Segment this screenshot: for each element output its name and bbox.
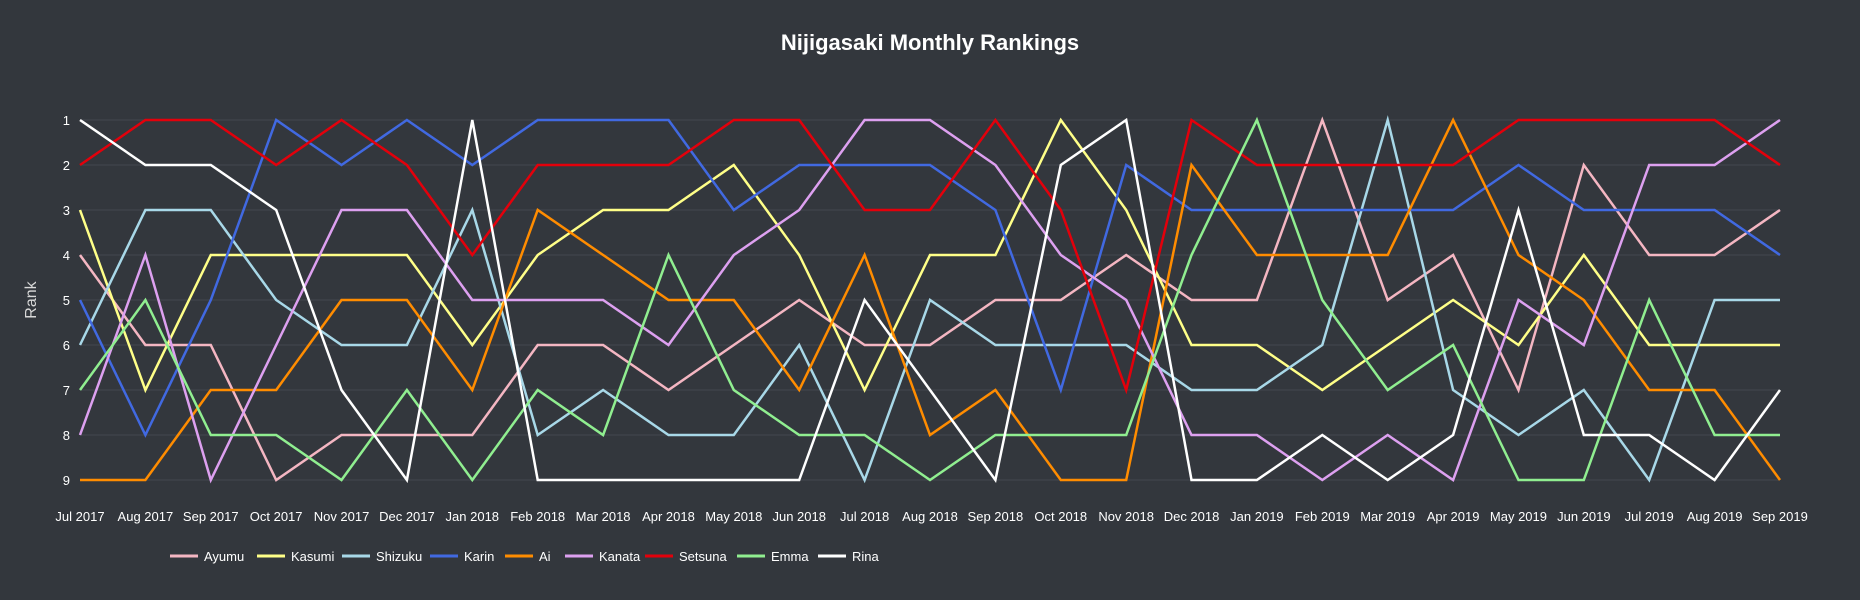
y-tick-label: 8 xyxy=(63,428,70,443)
series-line-kasumi xyxy=(78,117,1780,394)
x-tick-label: Apr 2019 xyxy=(1427,509,1480,524)
series-line-karin xyxy=(78,118,1781,438)
x-tick-label: Oct 2017 xyxy=(250,509,303,524)
chart-title: Nijigasaki Monthly Rankings xyxy=(781,30,1079,55)
x-tick-label: Jan 2019 xyxy=(1230,509,1284,524)
x-tick-label: Dec 2017 xyxy=(379,509,435,524)
series-lines xyxy=(78,115,1782,484)
y-tick-label: 5 xyxy=(63,293,70,308)
y-tick-label: 2 xyxy=(63,158,70,173)
series-line-ai xyxy=(80,117,1782,482)
x-tick-label: Aug 2019 xyxy=(1687,509,1743,524)
x-tick-label: Sep 2018 xyxy=(968,509,1024,524)
x-tick-label: Sep 2017 xyxy=(183,509,239,524)
x-tick-label: Sep 2019 xyxy=(1752,509,1808,524)
series-line-kanata xyxy=(78,118,1781,484)
x-tick-label: Jan 2018 xyxy=(446,509,500,524)
legend-item-kanata[interactable]: Kanata xyxy=(565,549,641,564)
legend-label: Ai xyxy=(539,549,551,564)
y-tick-label: 3 xyxy=(63,203,70,218)
x-tick-label: Jul 2017 xyxy=(55,509,104,524)
x-tick-label: May 2019 xyxy=(1490,509,1547,524)
x-tick-label: Jul 2019 xyxy=(1625,509,1674,524)
legend-label: Shizuku xyxy=(376,549,422,564)
y-tick-label: 1 xyxy=(63,113,70,128)
y-axis-label: Rank xyxy=(23,280,40,318)
legend-label: Setsuna xyxy=(679,549,727,564)
x-tick-label: Mar 2019 xyxy=(1360,509,1415,524)
legend-label: Kanata xyxy=(599,549,641,564)
y-axis-ticks: 1 2 3 4 5 6 7 8 9 xyxy=(63,113,70,488)
x-tick-label: Nov 2018 xyxy=(1098,509,1154,524)
x-tick-label: Aug 2017 xyxy=(118,509,174,524)
x-tick-label: Mar 2018 xyxy=(576,509,631,524)
legend-item-emma[interactable]: Emma xyxy=(737,549,809,564)
series-line-rina xyxy=(79,117,1782,484)
legend-label: Karin xyxy=(464,549,494,564)
legend-item-karin[interactable]: Karin xyxy=(430,549,494,564)
legend-item-rina[interactable]: Rina xyxy=(818,549,880,564)
legend-label: Rina xyxy=(852,549,880,564)
x-tick-label: Jun 2018 xyxy=(772,509,826,524)
series-line-shizuku xyxy=(78,115,1780,484)
x-tick-label: Nov 2017 xyxy=(314,509,370,524)
x-tick-label: Jul 2018 xyxy=(840,509,889,524)
y-tick-label: 4 xyxy=(63,248,70,263)
legend-item-ayumu[interactable]: Ayumu xyxy=(170,549,244,564)
y-tick-label: 9 xyxy=(63,473,70,488)
legend-label: Emma xyxy=(771,549,809,564)
series-line-ayumu xyxy=(78,116,1781,482)
x-tick-label: Aug 2018 xyxy=(902,509,958,524)
series-line-setsuna xyxy=(79,117,1781,395)
x-tick-label: Feb 2019 xyxy=(1295,509,1350,524)
legend-item-kasumi[interactable]: Kasumi xyxy=(257,549,334,564)
x-axis-ticks: Jul 2017 Aug 2017 Sep 2017 Oct 2017 Nov 2017… xyxy=(55,509,1807,524)
legend[interactable]: Ayumu Kasumi Shizuku Karin Ai Kanata Setsuna Em… xyxy=(170,549,880,564)
legend-label: Ayumu xyxy=(204,549,244,564)
x-tick-label: Apr 2018 xyxy=(642,509,695,524)
x-tick-label: Oct 2018 xyxy=(1034,509,1087,524)
legend-item-ai[interactable]: Ai xyxy=(505,549,551,564)
y-tick-label: 7 xyxy=(63,383,70,398)
legend-item-shizuku[interactable]: Shizuku xyxy=(342,549,422,564)
legend-item-setsuna[interactable]: Setsuna xyxy=(645,549,727,564)
x-tick-label: Feb 2018 xyxy=(510,509,565,524)
x-tick-label: May 2018 xyxy=(705,509,762,524)
x-tick-label: Dec 2018 xyxy=(1164,509,1220,524)
legend-label: Kasumi xyxy=(291,549,334,564)
series-line-emma xyxy=(78,116,1780,483)
y-tick-label: 6 xyxy=(63,338,70,353)
x-tick-label: Jun 2019 xyxy=(1557,509,1611,524)
